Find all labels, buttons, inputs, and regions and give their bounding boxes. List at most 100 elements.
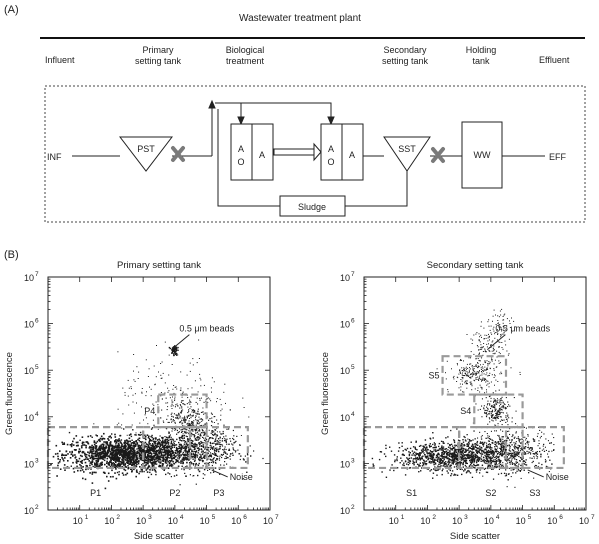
scatter-point (210, 412, 212, 414)
scatter-point (472, 459, 474, 461)
scatter-point (496, 413, 498, 415)
scatter-point (112, 462, 115, 464)
scatter-point (116, 455, 118, 457)
scatter-point (491, 411, 493, 413)
scatter-point (468, 451, 471, 453)
scatter-point (223, 451, 225, 453)
scatter-point (491, 468, 493, 470)
scatter-point (129, 445, 132, 448)
scatter-point (419, 452, 422, 454)
scatter-point (116, 424, 118, 426)
scatter-point (520, 448, 522, 450)
scatter-point (179, 439, 181, 441)
scatter-point (424, 439, 427, 441)
scatter-point (196, 423, 198, 425)
scatter-point (97, 455, 100, 458)
scatter-point (168, 462, 171, 465)
scatter-point (513, 462, 515, 465)
scatter-point (508, 461, 510, 463)
scatter-point (91, 473, 94, 475)
scatter-point (151, 427, 154, 429)
scatter-point (172, 388, 174, 390)
scatter-point (130, 448, 132, 450)
scatter-point (114, 452, 116, 454)
scatter-point (501, 444, 503, 446)
scatter-point (531, 448, 533, 450)
scatter-point (526, 450, 528, 453)
scatter-point (108, 450, 110, 452)
scatter-point (126, 434, 128, 436)
scatter-point (185, 445, 187, 447)
scatter-point (122, 462, 124, 465)
scatter-point (402, 453, 404, 455)
scatter-point (139, 456, 141, 459)
scatter-point (193, 436, 195, 438)
scatter-point (489, 450, 491, 452)
scatter-point (453, 375, 455, 377)
scatter-point (486, 410, 488, 412)
scatter-point (495, 461, 497, 463)
scatter-point (136, 471, 138, 473)
scatter-point (102, 447, 104, 449)
scatter-point (183, 428, 185, 430)
scatter-point (487, 446, 489, 448)
sludge-label: Sludge (298, 202, 326, 212)
scatter-point (498, 465, 500, 467)
scatter-point (92, 445, 95, 448)
scatter-point (499, 444, 502, 446)
scatter-point (500, 448, 502, 450)
scatter-point (111, 456, 114, 458)
scatter-point (122, 459, 124, 462)
scatter-point (141, 441, 143, 443)
scatter-point (91, 436, 93, 438)
scatter-point (162, 457, 164, 460)
scatter-point (165, 451, 167, 453)
scatter-point (149, 443, 151, 445)
scatter-point (470, 445, 473, 447)
scatter-point (194, 445, 196, 448)
scatter-point (494, 442, 496, 444)
scatter-point (514, 453, 516, 455)
scatter-point (498, 415, 500, 417)
scatter-point (501, 424, 503, 426)
scatter-point (451, 462, 453, 464)
scatter-point (147, 448, 149, 450)
scatter-point (447, 436, 449, 438)
scatter-point (521, 469, 523, 471)
scatter-point (545, 465, 548, 468)
scatter-point (212, 462, 214, 464)
scatter-point (229, 438, 231, 440)
scatter-point (484, 467, 487, 470)
scatter-point (437, 465, 439, 467)
riser-arrow (208, 99, 216, 109)
scatter-point (192, 446, 195, 448)
scatter-point (494, 460, 496, 463)
scatter-point (152, 456, 154, 459)
scatter-point (170, 413, 172, 415)
gates (46, 393, 249, 470)
scatter-point (473, 430, 475, 432)
scatter-point (115, 461, 117, 463)
scatter-point (93, 441, 96, 443)
scatter-point (94, 447, 97, 450)
scatter-point (114, 466, 117, 469)
scatter-point (180, 448, 182, 450)
scatter-point (503, 442, 505, 444)
scatter-point (133, 456, 135, 458)
scatter-point (207, 462, 209, 464)
scatter-point (480, 442, 482, 444)
scatter-point (204, 474, 206, 476)
scatter-point (226, 453, 228, 455)
scatter-point (180, 460, 182, 462)
scatter-point (497, 466, 499, 468)
scatter-point (189, 414, 191, 416)
scatter-point (163, 421, 165, 423)
scatter-point (180, 455, 182, 457)
scatter-point (144, 459, 146, 462)
scatter-point (104, 441, 107, 443)
scatter-point (216, 443, 218, 445)
scatter-point (216, 459, 218, 461)
scatter-point (194, 411, 196, 413)
scatter-point (443, 463, 445, 465)
plot-title: Secondary setting tank (427, 260, 524, 271)
